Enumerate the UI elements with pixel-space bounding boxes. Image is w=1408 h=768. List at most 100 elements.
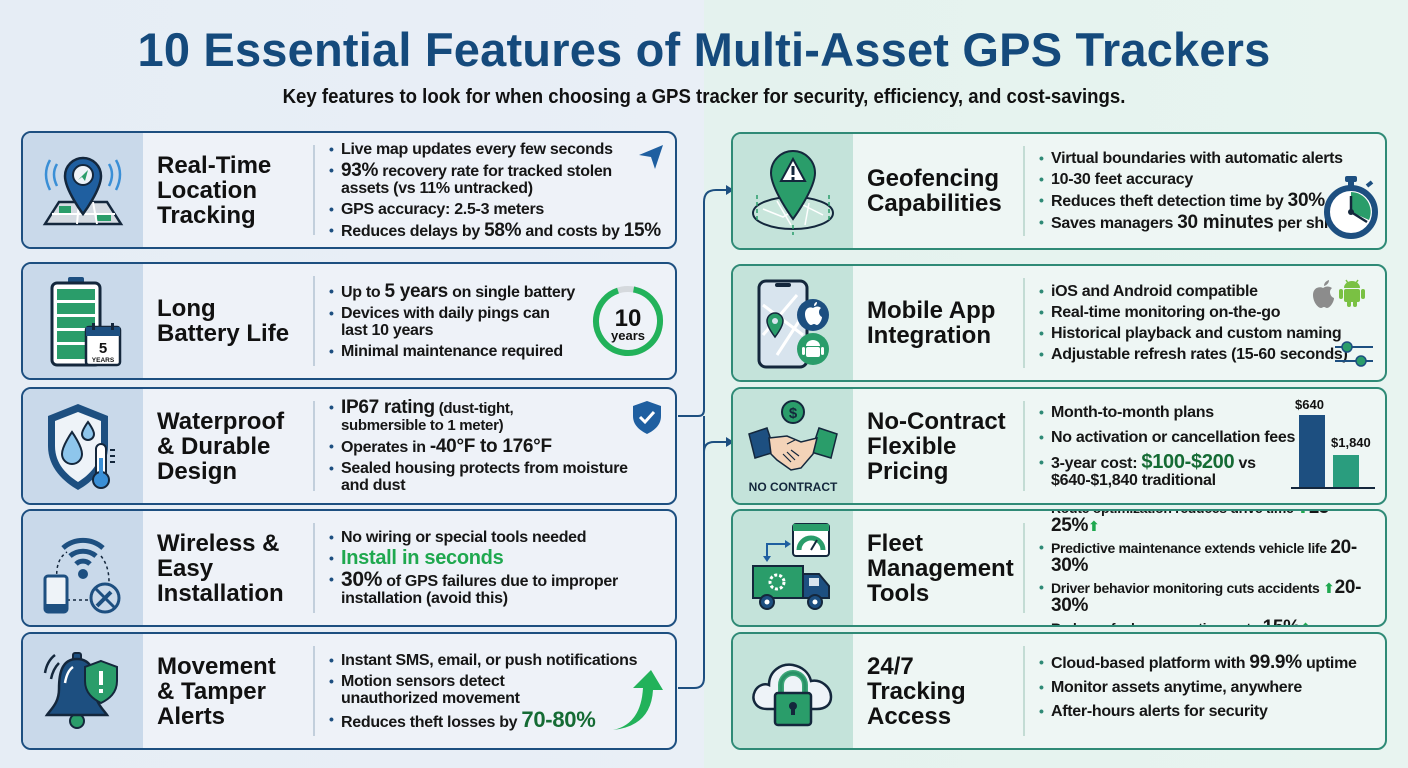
- chart-baseline: [1291, 487, 1375, 489]
- feature-bullets: • Live map updates every few seconds • 93%…: [315, 133, 675, 247]
- svg-text:YEARS: YEARS: [92, 357, 115, 364]
- feature-card-wireless-easy-installation: Wireless & Easy Installation • No wiring …: [21, 509, 677, 627]
- icon-panel: [23, 511, 143, 625]
- feature-bullets: • No wiring or special tools needed • Inst…: [315, 511, 675, 625]
- bullet: • Sealed housing protects from moisture a…: [329, 459, 628, 494]
- feature-title: Real-Time Location Tracking: [157, 151, 272, 229]
- icon-panel: 5 YEARS: [23, 264, 143, 378]
- feature-card-mobile-app-integration: Mobile App Integration • iOS and Android …: [731, 264, 1387, 382]
- shield-check-icon: [633, 401, 661, 434]
- bullet: • Operates in -40°F to 176°F: [329, 435, 552, 457]
- chart-bar-2: [1333, 455, 1359, 487]
- feature-bullets: • Month-to-month plans • No activation or …: [1025, 389, 1385, 503]
- bullet: • Monitor assets anytime, anywhere: [1039, 679, 1302, 696]
- mini-bar-chart: $640 $1,840: [1291, 395, 1381, 501]
- icon-panel: $ NO CONTRACT: [733, 389, 853, 503]
- feature-title: Wireless & Easy Installation: [157, 529, 284, 607]
- feature-title: Long Battery Life: [157, 295, 290, 347]
- wifi-phone-no-tools-icon: [43, 537, 121, 614]
- icon-panel: [23, 389, 143, 503]
- bullet: • Cloud-based platform with 99.9% uptime: [1039, 652, 1357, 673]
- bullet: • Devices with daily pings can last 10 ye…: [329, 304, 550, 339]
- handshake-dollar-icon: $: [748, 400, 838, 471]
- bullet: • Month-to-month plans: [1039, 403, 1214, 421]
- battery-calendar-icon: 5 YEARS: [50, 277, 122, 367]
- page-title: 10 Essential Features of Multi-Asset GPS…: [137, 23, 1271, 76]
- bullet: • 3-year cost: $100-$200 vs $640-$1,840 t…: [1039, 450, 1256, 489]
- bullet: • No wiring or special tools needed: [329, 529, 587, 546]
- feature-bullets: • Cloud-based platform with 99.9% uptime …: [1025, 634, 1385, 748]
- bullet: • After-hours alerts for security: [1039, 703, 1268, 720]
- bullet: • 93% recovery rate for tracked stolen as…: [329, 159, 612, 197]
- divider: [1023, 523, 1025, 613]
- divider: [1023, 278, 1025, 368]
- feature-card-no-contract-flexible-pricing: $ NO CONTRACT No-Contract Flexible Prici…: [731, 387, 1387, 505]
- bullet: • Instant SMS, email, or push notificatio…: [329, 651, 638, 669]
- bullet: • Real-time monitoring on-the-go: [1039, 304, 1281, 321]
- feature-title: Geofencing Capabilities: [867, 165, 1002, 217]
- bullet: • Motion sensors detect unauthorized move…: [329, 672, 520, 707]
- bullet: •Route optimization reduces drive time ⬆…: [1039, 511, 1335, 536]
- icon-panel: [733, 266, 853, 380]
- page-subtitle: Key features to look for when choosing a…: [282, 86, 1126, 108]
- bullet: • Minimal maintenance required: [329, 342, 563, 360]
- bullet: • Adjustable refresh rates (15-60 seconds…: [1039, 346, 1348, 363]
- feature-title: 24/7 Tracking Access: [867, 652, 966, 730]
- bullet: • GPS accuracy: 2.5-3 meters: [329, 200, 544, 218]
- svg-text:10: 10: [615, 305, 642, 332]
- divider: [1023, 646, 1025, 736]
- svg-text:5: 5: [99, 340, 107, 357]
- ten-years-ring: 10 years: [591, 282, 665, 360]
- svg-text:years: years: [611, 328, 645, 343]
- icon-panel: [23, 133, 143, 247]
- feature-bullets: •Route optimization reduces drive time ⬆…: [1025, 511, 1385, 625]
- icon-panel: [733, 511, 853, 625]
- map-pin-icon: [42, 156, 124, 226]
- sliders-icon: [1335, 341, 1373, 367]
- feature-bullets: • Up to 5 years on single battery • Device…: [315, 264, 675, 378]
- bullet: • Reduces theft losses by 70-80%: [329, 706, 596, 732]
- bullet: • Install in seconds: [329, 547, 504, 569]
- geofence-pin-icon: [752, 150, 834, 235]
- feature-card-long-battery-life: 5 YEARS Long Battery Life • Up to 5 years…: [21, 262, 677, 380]
- icon-panel: [733, 134, 853, 248]
- cloud-lock-icon: [752, 663, 833, 727]
- divider: [313, 523, 315, 613]
- feature-title: No-Contract Flexible Pricing: [867, 407, 1006, 485]
- bullet: • 10-30 feet accuracy: [1039, 171, 1193, 188]
- divider: [313, 276, 315, 366]
- trend-up-arrow-icon: [613, 670, 663, 730]
- apple-icon: [1313, 280, 1334, 308]
- feature-card-geofencing-capabilities: Geofencing Capabilities • Virtual boundar…: [731, 132, 1387, 250]
- svg-text:$: $: [789, 405, 798, 422]
- bullet: • iOS and Android compatible: [1039, 283, 1258, 300]
- feature-bullets: • Virtual boundaries with automatic alert…: [1025, 134, 1385, 248]
- feature-title: Mobile App Integration: [867, 297, 996, 349]
- icon-panel: [733, 634, 853, 748]
- bell-shield-icon: [43, 652, 118, 729]
- bullet: • Reduces delays by 58% and costs by 15%: [329, 219, 661, 241]
- icon-panel: [23, 634, 143, 748]
- bullet: • Live map updates every few seconds: [329, 140, 613, 158]
- bullet: • Reduces theft detection time by 30%: [1039, 190, 1325, 211]
- divider: [313, 401, 315, 491]
- feature-bullets: • IP67 rating (dust-tight, submersible to…: [315, 389, 675, 503]
- bullet: • Saves managers 30 minutes per shift: [1039, 212, 1339, 233]
- bullet: • Up to 5 years on single battery: [329, 280, 576, 302]
- bullet: • No activation or cancellation fees: [1039, 428, 1296, 446]
- bullet: • Driver behavior monitoring cuts acciden…: [1039, 577, 1362, 616]
- chart-bar-1: [1299, 415, 1325, 487]
- bullet: • IP67 rating (dust-tight, submersible to…: [329, 396, 514, 434]
- bullet: • Virtual boundaries with automatic alert…: [1039, 150, 1343, 167]
- feature-title: Waterproof & Durable Design: [157, 407, 285, 485]
- android-icon: [1339, 279, 1365, 307]
- feature-card-waterproof-durable-design: Waterproof & Durable Design • IP67 rating…: [21, 387, 677, 505]
- bullet: • Historical playback and custom naming: [1039, 325, 1342, 342]
- stopwatch-icon: [1324, 176, 1378, 239]
- truck-dashboard-icon: [752, 523, 830, 610]
- connector-lines: [678, 185, 734, 689]
- feature-card-fleet-management-tools: Fleet Management Tools •Route optimizati…: [731, 509, 1387, 627]
- no-contract-caption: NO CONTRACT: [748, 480, 838, 494]
- header: 10 Essential Features of Multi-Asset GPS…: [0, 0, 1408, 120]
- divider: [313, 145, 315, 235]
